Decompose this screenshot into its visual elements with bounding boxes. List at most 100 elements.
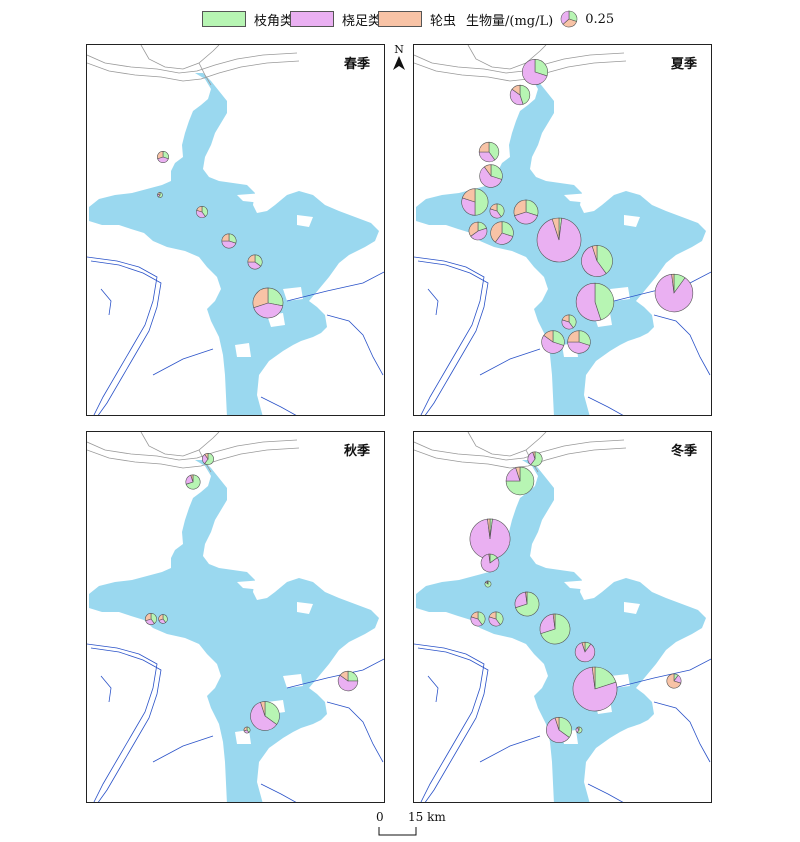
legend-rotifera-swatch [378, 11, 422, 27]
summer-site-14-cladocera-slice [568, 314, 577, 329]
winter-site-pie-6 [470, 611, 486, 627]
summer-river-5 [587, 396, 624, 415]
legend-biomass-label: 生物量/(mg/L) [466, 13, 554, 29]
autumn-site-6-rotifera-slice [260, 701, 266, 717]
spring-site-5-copepoda-slice [247, 261, 262, 270]
winter-site-7-rotifera-slice [488, 611, 497, 620]
winter-site-pie-2 [505, 466, 535, 496]
summer-site-pie-6 [489, 203, 505, 219]
autumn-site-pie-2 [185, 474, 201, 490]
autumn-site-pie-7 [243, 726, 251, 734]
summer-island-7 [624, 215, 640, 227]
autumn-site-pie-4 [158, 614, 168, 624]
spring-river-6 [100, 288, 112, 316]
summer-river-4 [653, 314, 711, 376]
autumn-site-4-rotifera-slice [158, 614, 164, 621]
summer-site-16-copepoda-slice [567, 341, 591, 354]
winter-site-3-rotifera-slice [487, 518, 491, 540]
summer-site-pie-16 [567, 330, 591, 354]
summer-site-15-rotifera-slice [543, 330, 554, 343]
season-label-autumn: 秋季 [343, 444, 370, 459]
winter-site-pie-4 [480, 553, 500, 573]
summer-site-pie-2 [509, 84, 531, 106]
legend-cladocera-swatch [202, 11, 246, 27]
autumn-site-pie-3 [145, 613, 157, 625]
spring-coastline-2 [140, 45, 220, 70]
winter-site-11-rotifera-slice [591, 666, 596, 690]
winter-site-6-copepoda-slice [470, 616, 483, 627]
legend-cladocera-label: 枝角类 [254, 13, 294, 29]
winter-river-4 [653, 701, 711, 763]
winter-site-9-copepoda-slice [539, 613, 556, 635]
spring-river-3 [286, 271, 384, 302]
legend-cladocera: 枝角类 [202, 10, 294, 29]
winter-site-pie-3 [469, 518, 511, 560]
summer-site-pie-14 [561, 314, 577, 330]
spring-site-pie-5 [247, 254, 263, 270]
spring-site-pie-6 [252, 287, 284, 319]
winter-river-6 [427, 675, 439, 703]
legend-copepoda: 桡足类 [290, 10, 381, 29]
summer-site-2-cladocera-slice [519, 84, 531, 105]
winter-site-pie-11 [572, 666, 618, 712]
winter-site-10-copepoda-slice [574, 642, 596, 663]
scale-line [378, 827, 417, 836]
season-label-spring: 春季 [343, 57, 370, 72]
spring-site-6-copepoda-slice [253, 302, 284, 319]
spring-island-7 [297, 215, 313, 227]
summer-site-pie-5 [461, 188, 489, 216]
winter-site-13-copepoda-slice [546, 717, 570, 743]
spring-site-6-rotifera-slice [252, 287, 269, 309]
autumn-site-1-cladocera-slice [204, 453, 214, 465]
autumn-island-7 [297, 602, 313, 614]
scale-zero: 0 [376, 810, 384, 824]
spring-site-6-cladocera-slice [267, 287, 284, 307]
map-panel-winter: 冬季 [413, 431, 712, 803]
summer-site-pie-1 [522, 58, 548, 85]
spring-site-4-copepoda-slice [221, 240, 237, 249]
summer-site-2-copepoda-slice [509, 88, 524, 106]
north-label: N [394, 43, 404, 56]
summer-coastline-1 [414, 60, 627, 82]
spring-site-1-rotifera-slice [157, 151, 164, 160]
summer-island-2 [454, 241, 474, 251]
autumn-coastline-0 [87, 439, 298, 461]
north-arrow: N [392, 44, 406, 72]
autumn-river-1 [90, 647, 162, 802]
winter-site-1-rotifera-slice [532, 451, 536, 460]
summer-site-9-rotifera-slice [513, 199, 527, 217]
map-panel-summer: 夏季 [413, 44, 712, 416]
summer-site-7-rotifera-slice [468, 221, 479, 237]
spring-site-pie-3 [196, 206, 208, 218]
summer-site-5-rotifera-slice [461, 188, 476, 203]
summer-site-11-cladocera-slice [596, 245, 613, 275]
summer-site-5-cladocera-slice [474, 188, 489, 216]
season-label-summer: 夏季 [670, 57, 697, 72]
winter-site-13-cladocera-slice [558, 716, 573, 738]
summer-site-pie-3 [478, 141, 500, 163]
summer-island-3 [610, 287, 630, 301]
summer-site-13-rotifera-slice [671, 273, 675, 294]
autumn-island-1 [179, 646, 197, 668]
spring-island-2 [127, 241, 147, 251]
summer-site-pie-9 [513, 199, 539, 225]
spring-site-pie-2 [157, 192, 163, 198]
summer-map [414, 45, 711, 415]
summer-site-6-rotifera-slice [489, 203, 498, 212]
summer-site-1-copepoda-slice [522, 58, 548, 85]
autumn-river-0 [87, 643, 158, 802]
winter-site-pie-7 [488, 611, 504, 627]
winter-site-9-rotifera-slice [552, 613, 556, 630]
summer-site-3-copepoda-slice [478, 151, 496, 163]
autumn-site-6-cladocera-slice [264, 701, 280, 725]
spring-island-6 [235, 343, 251, 357]
summer-site-11-copepoda-slice [581, 245, 607, 277]
autumn-site-pie-6 [250, 701, 280, 731]
summer-river-6 [427, 288, 439, 316]
winter-site-pie-14 [575, 726, 583, 734]
autumn-island-3 [283, 674, 303, 688]
summer-site-12-cladocera-slice [594, 282, 615, 321]
summer-site-pie-12 [575, 282, 615, 322]
summer-site-pie-8 [490, 221, 514, 245]
autumn-island-6 [235, 730, 251, 744]
